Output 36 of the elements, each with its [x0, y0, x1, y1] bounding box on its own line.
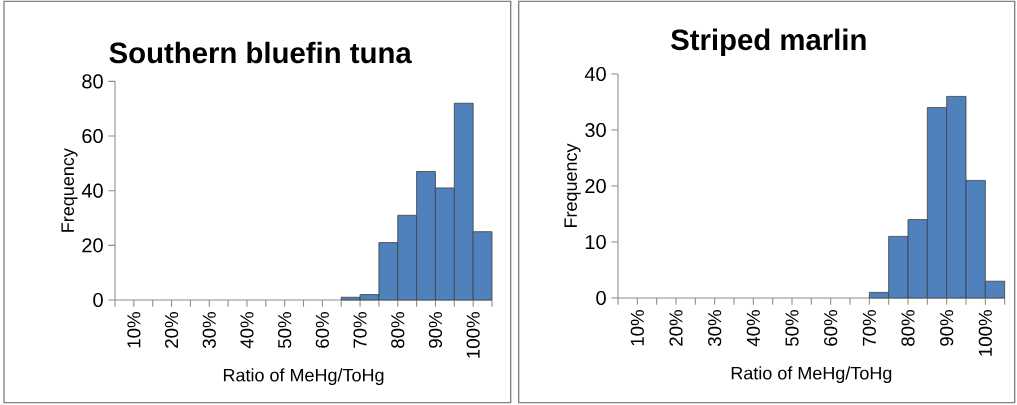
y-tick-label: 40: [584, 66, 606, 82]
y-tick-label: 30: [585, 122, 606, 138]
y-tick-label: 60: [82, 128, 103, 144]
x-tick-label: 40%: [746, 310, 760, 347]
x-axis-title: Ratio of MeHg/ToHg: [223, 368, 384, 386]
x-tick-label: 100%: [466, 312, 480, 358]
x-tick-label: 30%: [708, 310, 722, 347]
x-tick-label: 10%: [630, 310, 644, 346]
x-tick-label: 70%: [353, 312, 367, 348]
x-tick-label: 80%: [391, 312, 405, 348]
chart-title: Striped marlin: [671, 28, 866, 56]
x-tick-label: 80%: [901, 310, 915, 346]
x-tick-label: 90%: [428, 312, 443, 348]
x-tick-label: 50%: [785, 310, 799, 346]
y-axis-title: Frequency: [564, 143, 581, 228]
x-tick-label: 70%: [862, 310, 876, 346]
x-tick-label: 90%: [940, 310, 954, 346]
y-tick-label: 10: [585, 234, 606, 250]
x-tick-label: 40%: [240, 312, 254, 349]
x-axis-title: Ratio of MeHg/ToHg: [731, 366, 892, 384]
y-axis-title: Frequency: [61, 148, 78, 232]
x-tick-label: 20%: [669, 310, 683, 346]
x-tick-label: 20%: [164, 312, 179, 348]
chart-title: Southern bluefin tuna: [109, 41, 412, 64]
y-tick-label: 20: [82, 238, 103, 253]
x-tick-label: 60%: [824, 310, 838, 346]
y-tick-label: 20: [585, 178, 606, 194]
y-tick-label: 40: [81, 183, 103, 198]
y-tick-label: 0: [596, 290, 606, 306]
x-tick-label: 100%: [978, 310, 992, 356]
x-tick-label: 60%: [315, 312, 329, 348]
y-tick-label: 0: [93, 292, 103, 308]
x-tick-label: 30%: [202, 312, 216, 349]
y-tick-label: 80: [82, 74, 103, 89]
x-tick-label: 10%: [127, 312, 141, 348]
x-tick-label: 50%: [278, 312, 292, 348]
